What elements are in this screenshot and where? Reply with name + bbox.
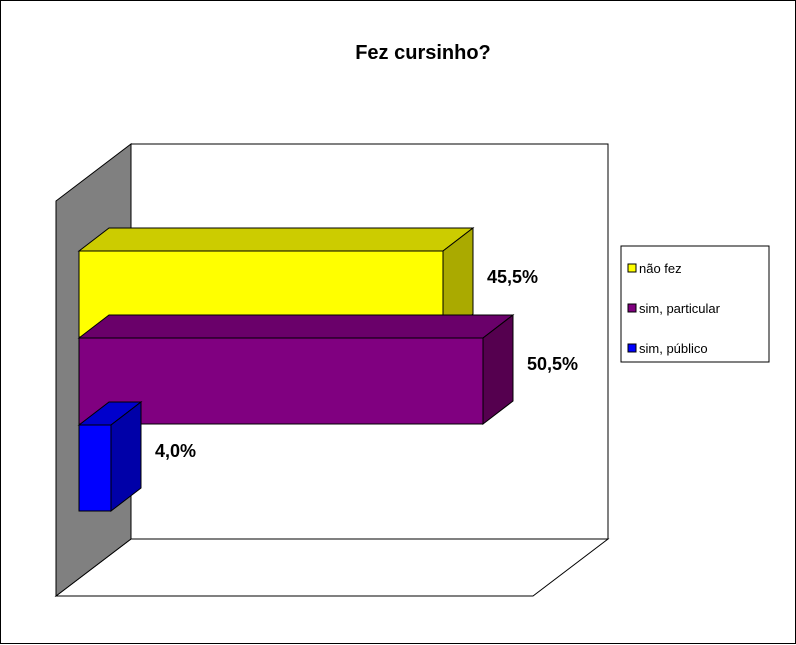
legend-swatch — [627, 303, 637, 313]
data-labels-group: 45,5% 50,5% 4,0% — [155, 267, 578, 461]
floor — [54, 538, 610, 597]
legend-swatch — [627, 263, 637, 273]
legend-label: sim, público — [639, 341, 708, 356]
data-label: 4,0% — [155, 441, 196, 461]
legend-box — [620, 245, 770, 363]
chart-title: Fez cursinho? — [355, 42, 491, 64]
bar-2 — [77, 400, 143, 513]
bar-top-face — [77, 314, 515, 339]
bar-front-face — [78, 337, 484, 425]
bar-1 — [77, 313, 515, 426]
legend-label: não fez — [639, 261, 682, 276]
data-label: 50,5% — [527, 354, 578, 374]
legend-label: sim, particular — [639, 301, 721, 316]
legend: não fez sim, particular sim, público — [620, 245, 770, 363]
data-label: 45,5% — [487, 267, 538, 287]
bar-top-face — [77, 227, 475, 252]
legend-swatch — [627, 343, 637, 353]
legend-items: não fez sim, particular sim, público — [627, 261, 721, 356]
bars-group — [77, 226, 515, 513]
bar-front-face — [78, 424, 112, 512]
